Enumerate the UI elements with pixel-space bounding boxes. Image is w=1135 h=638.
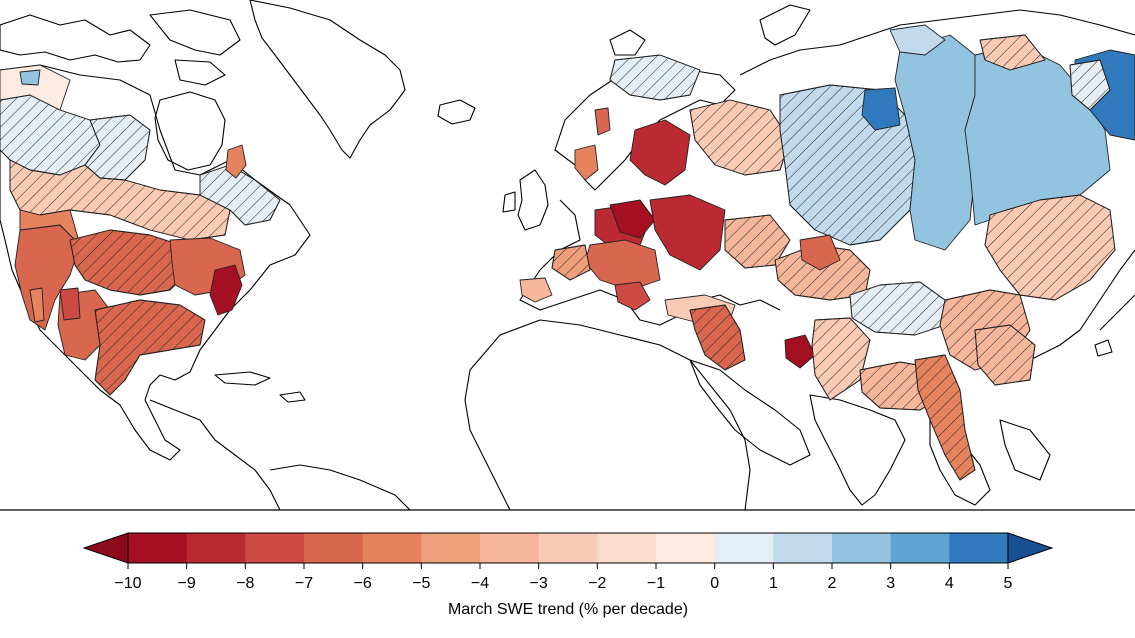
colorbar-segment: [832, 533, 892, 563]
colorbar-tick-label: 4: [945, 575, 954, 592]
basin-rio-grande-hatch: [94, 299, 206, 396]
basin-mekong-hatch: [914, 354, 976, 481]
colorbar-tick-label: −1: [647, 575, 665, 592]
basin-indigirka-hatch: [1069, 59, 1111, 111]
colorbar: −10 −9 −8 −7 −6 −5 −4 −3 −2 −1 0 1 2 3 4 5 March SWE tr…: [82, 532, 1054, 618]
colorbar-frame: [127, 532, 1009, 564]
basin-balkans: [614, 281, 651, 311]
colorbar-title: March SWE trend (% per decade): [448, 601, 688, 618]
basin-missouri-hatch: [69, 229, 191, 296]
colorbar-segment: [597, 533, 657, 563]
basin-alps-hatch: [551, 244, 591, 281]
coastline-iceland: [437, 99, 476, 125]
basin-california: [29, 287, 45, 323]
colorbar-segment: [362, 533, 422, 563]
colorbar-segment: [128, 533, 188, 563]
colorbar-segment: [304, 533, 364, 563]
basin-yangtze-hatch: [974, 324, 1036, 386]
basin-ukraine: [649, 194, 726, 271]
coastline-britain: [502, 169, 549, 231]
colorbar-segment: [890, 533, 950, 563]
coastline-south-america: [269, 464, 411, 510]
basin-iran-hatch: [689, 304, 746, 371]
coastline-india: [809, 394, 906, 506]
basin-poland: [609, 199, 656, 239]
basin-yukon: [0, 64, 71, 111]
basin-taymyr: [889, 24, 946, 56]
coastline-svalbard: [609, 29, 646, 56]
coastline-africa: [464, 319, 751, 510]
basin-norway: [594, 107, 611, 136]
colorbar-tick-label: −9: [178, 575, 196, 592]
colorbar-segment: [186, 533, 246, 563]
colorbar-segment: [949, 533, 1009, 563]
colorbar-tick-label: 0: [710, 575, 719, 592]
colorbar-segment: [656, 533, 716, 563]
basin-great-basin: [59, 287, 81, 321]
coastline-caribbean: [214, 371, 306, 403]
coastline-siberia: [739, 9, 1135, 76]
basin-caspian: [799, 234, 841, 271]
colorbar-over-triangle: [1007, 532, 1054, 564]
coastline-central-america: [149, 399, 281, 510]
basin-russia-west-hatch: [689, 99, 791, 176]
basin-afghanistan: [784, 334, 816, 369]
basin-northeast-us: [209, 264, 243, 316]
basin-hudson-east: [225, 144, 247, 179]
coastline-arctic-islands: [0, 9, 241, 86]
basin-danube: [584, 239, 661, 291]
colorbar-segment: [480, 533, 540, 563]
basin-black-sea-north-hatch: [724, 214, 791, 269]
colorbar-tick-label: −10: [114, 575, 141, 592]
colorbar-segment: [245, 533, 305, 563]
basin-indus-hatch: [811, 317, 871, 401]
coastline-novaya-zemlya: [759, 4, 811, 46]
coastline-japan: [1094, 294, 1135, 357]
basins: [0, 24, 1135, 481]
map-area: [0, 0, 1135, 510]
colorbar-segment: [538, 533, 598, 563]
colorbar-segment: [714, 533, 774, 563]
coastline-hudson-bay: [154, 91, 226, 171]
coastline-greenland: [249, 0, 406, 159]
colorbar-segment: [421, 533, 481, 563]
colorbar-tick-label: −4: [471, 575, 489, 592]
basin-yukon-north: [19, 69, 41, 86]
basin-scandinavia-north-hatch: [609, 54, 701, 101]
colorbar-segments: [128, 533, 1009, 563]
coastline-arabia: [689, 359, 811, 466]
colorbar-tick-label: 5: [1004, 575, 1013, 592]
colorbar-tick-label: −8: [236, 575, 254, 592]
colorbar-segment: [773, 533, 833, 563]
colorbar-tick-label: −6: [354, 575, 372, 592]
colorbar-tick-label: −3: [530, 575, 548, 592]
basin-amur-hatch: [984, 194, 1116, 301]
coastline-north-america: [0, 64, 311, 461]
basin-yenisei-west: [861, 87, 901, 131]
colorbar-under-triangle: [82, 532, 129, 564]
basin-far-east-arctic-hatch: [979, 34, 1046, 71]
colorbar-tick-label: 3: [886, 575, 895, 592]
colorbar-tick-label: −2: [588, 575, 606, 592]
colorbar-tick-label: −7: [295, 575, 313, 592]
colorbar-tick-label: 2: [828, 575, 837, 592]
basin-tarim-hatch: [849, 281, 946, 336]
colorbar-tick-label: −5: [412, 575, 430, 592]
basin-baltic-east: [629, 119, 691, 186]
basin-iberia: [519, 277, 553, 303]
basin-sweden-south: [574, 144, 599, 181]
colorbar-ticks: −10 −9 −8 −7 −6 −5 −4 −3 −2 −1 0 1 2 3 4 5: [114, 563, 1013, 592]
colorbar-tick-label: 1: [769, 575, 778, 592]
